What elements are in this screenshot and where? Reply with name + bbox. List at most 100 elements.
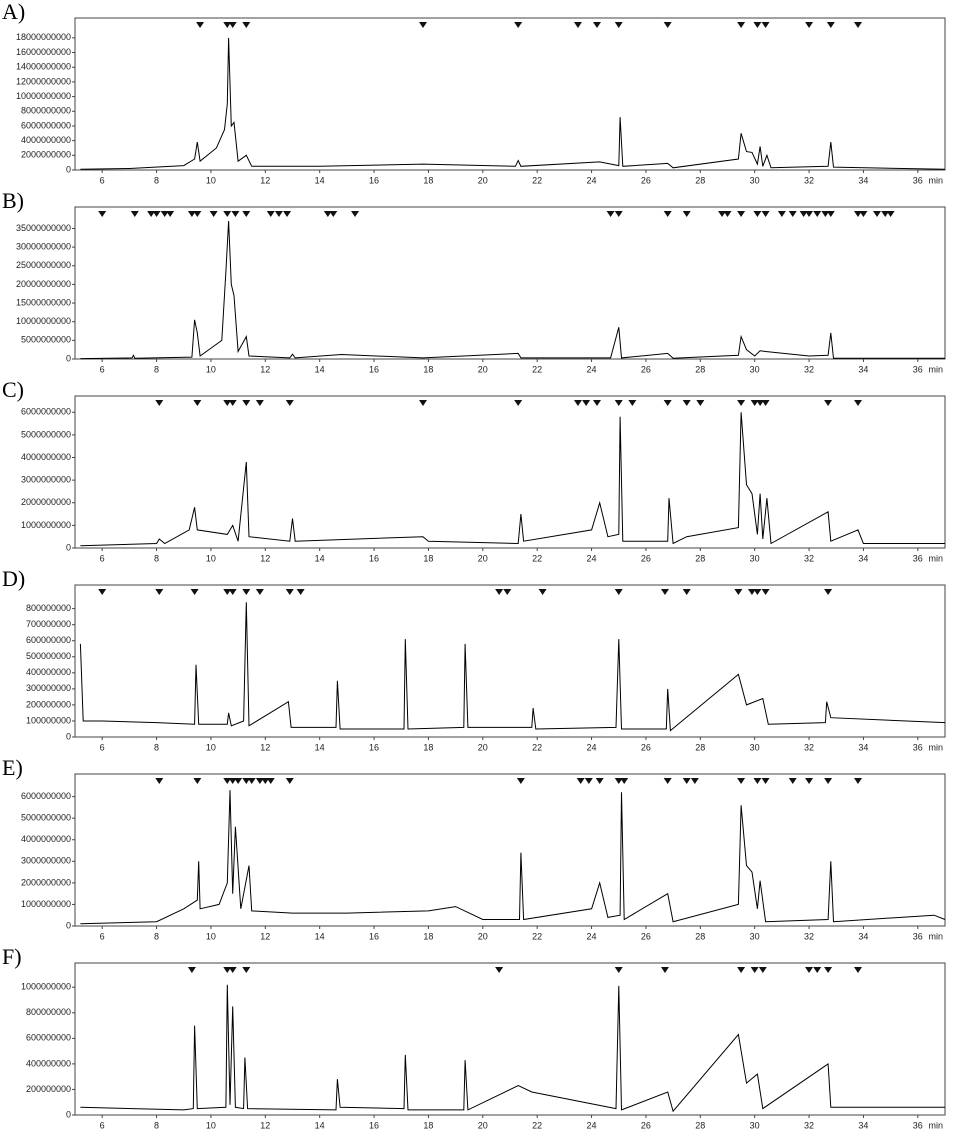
x-tick-label: 26 [641,742,651,752]
x-tick-label: 36 [913,931,923,941]
peak-marker [750,967,759,973]
y-tick-label: 100000000 [26,715,71,725]
peak-marker [682,400,691,406]
x-tick-label: 12 [260,175,270,185]
peak-marker [242,967,251,973]
peak-marker [582,400,591,406]
y-tick-label: 5000000000 [21,429,71,439]
y-tick-label: 600000000 [26,1033,71,1043]
peak-marker [718,211,727,217]
peak-marker [130,211,139,217]
y-tick-label: 1000000000 [21,520,71,530]
peak-marker [663,22,672,28]
x-tick-label: 14 [315,931,325,941]
peak-marker [753,211,762,217]
peak-marker [614,967,623,973]
y-tick-label: 700000000 [26,619,71,629]
chromatogram-line [80,412,945,547]
peak-marker [209,211,218,217]
peak-marker [285,778,294,784]
y-tick-label: 0 [66,1109,71,1119]
peak-marker [228,778,237,784]
peak-marker [193,211,202,217]
x-axis-unit: min [928,931,943,941]
x-tick-label: 28 [695,742,705,752]
x-tick-label: 26 [641,931,651,941]
peak-marker [242,400,251,406]
x-tick-label: 26 [641,553,651,563]
peak-marker [155,400,164,406]
peak-marker [187,967,196,973]
peak-marker [873,211,882,217]
peak-marker [228,400,237,406]
peak-marker [514,22,523,28]
x-tick-label: 28 [695,175,705,185]
x-tick-label: 36 [913,1120,923,1130]
peak-marker [813,967,822,973]
x-tick-label: 18 [423,553,433,563]
x-tick-label: 18 [423,931,433,941]
peak-marker [155,589,164,595]
peak-marker [614,589,623,595]
peak-marker [285,589,294,595]
x-tick-label: 14 [315,1120,325,1130]
y-tick-label: 12000000000 [16,76,71,86]
peak-marker [854,22,862,28]
peak-marker [242,22,251,28]
y-tick-label: 15000000000 [16,297,71,307]
y-tick-label: 6000000000 [21,791,71,801]
x-tick-label: 20 [478,364,488,374]
y-tick-label: 400000000 [26,667,71,677]
x-tick-label: 32 [804,1120,814,1130]
peak-marker [854,967,862,973]
x-tick-label: 32 [804,742,814,752]
x-tick-label: 36 [913,742,923,752]
peak-marker [682,778,691,784]
peak-marker [799,211,808,217]
peak-marker [824,589,833,595]
peak-marker [788,778,797,784]
peak-marker [628,400,637,406]
y-tick-label: 18000000000 [16,32,71,42]
peak-marker [859,211,868,217]
y-tick-label: 10000000000 [16,91,71,101]
y-tick-label: 200000000 [26,1084,71,1094]
y-tick-label: 1000000000 [21,982,71,992]
peak-marker [255,400,264,406]
x-tick-label: 22 [532,364,542,374]
x-tick-label: 36 [913,175,923,185]
peak-marker [351,211,360,217]
peak-marker [266,778,275,784]
x-tick-label: 34 [858,175,868,185]
x-tick-label: 24 [587,553,597,563]
peak-marker [98,211,107,217]
x-tick-label: 34 [858,931,868,941]
peak-marker [777,211,786,217]
peak-marker [756,400,765,406]
x-tick-label: 30 [750,175,760,185]
y-tick-label: 3000000000 [21,856,71,866]
peak-marker [514,400,523,406]
peak-marker [761,778,770,784]
peak-marker [147,211,156,217]
y-tick-label: 300000000 [26,683,71,693]
peak-marker [323,211,332,217]
x-tick-label: 32 [804,175,814,185]
peak-marker [614,778,623,784]
peak-marker [805,967,814,973]
x-tick-label: 8 [154,1120,159,1130]
x-tick-label: 34 [858,364,868,374]
peak-marker [750,400,759,406]
y-tick-label: 3000000000 [21,475,71,485]
plot-frame [74,773,946,927]
peak-marker [761,589,770,595]
peak-marker [826,211,835,217]
x-tick-label: 34 [858,1120,868,1130]
x-tick-label: 10 [206,742,216,752]
peak-marker [824,778,833,784]
y-tick-label: 5000000000 [21,335,71,345]
panel-label: A) [2,0,25,24]
x-tick-label: 36 [913,553,923,563]
